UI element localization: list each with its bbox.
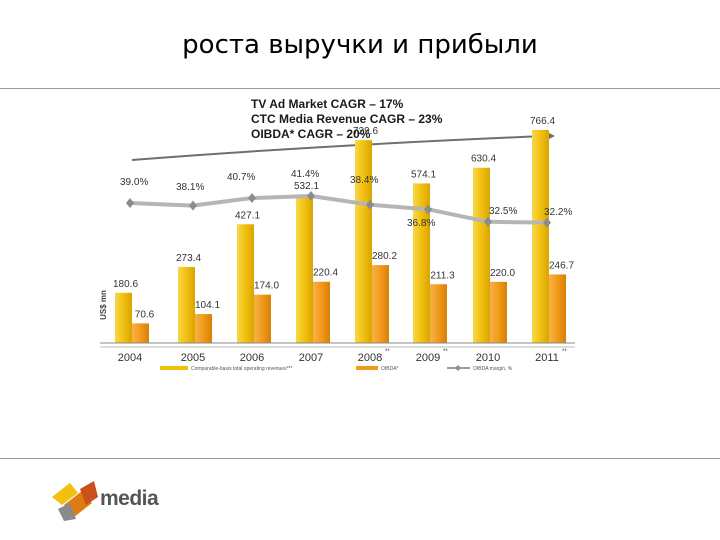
x-tick-label: 2008 bbox=[358, 352, 382, 364]
margin-point bbox=[366, 199, 374, 210]
margin-line bbox=[129, 194, 548, 225]
logo-mark-icon bbox=[52, 481, 98, 521]
revenue-bar bbox=[473, 167, 490, 343]
x-tick-label: 2011 bbox=[535, 352, 559, 364]
trend-arrow-line bbox=[131, 135, 546, 161]
margin-point bbox=[307, 191, 315, 201]
margin-value-label: 40.7% bbox=[227, 172, 255, 183]
oibda-bar bbox=[195, 314, 212, 343]
oibda-bar bbox=[372, 265, 389, 343]
company-logo bbox=[52, 481, 98, 521]
legend-swatch-oibda bbox=[356, 366, 378, 370]
oibda-value-label: 220.0 bbox=[490, 268, 515, 279]
revenue-value-label: 766.4 bbox=[530, 116, 555, 127]
revenue-value-label: 427.1 bbox=[235, 210, 260, 221]
revenue-value-label: 630.4 bbox=[471, 154, 496, 165]
legend-label-oibda: OIBDA* bbox=[381, 366, 399, 372]
margin-value-label: 32.2% bbox=[544, 207, 572, 218]
x-tick-footnote-mark: ** bbox=[385, 349, 390, 355]
x-tick-footnote-mark: ** bbox=[562, 349, 567, 355]
x-tick-label: 2010 bbox=[476, 352, 500, 364]
oibda-value-label: 104.1 bbox=[195, 300, 220, 311]
revenue-bar bbox=[115, 292, 132, 343]
revenue-bar bbox=[296, 195, 313, 343]
legend-marker-margin-icon bbox=[455, 365, 461, 371]
revenue-value-label: 180.6 bbox=[113, 279, 138, 290]
margin-value-label: 41.4% bbox=[291, 169, 319, 180]
oibda-bar bbox=[549, 274, 566, 343]
x-tick-footnote-mark: ** bbox=[443, 349, 448, 355]
logo-text: media bbox=[100, 487, 159, 510]
oibda-value-label: 211.3 bbox=[430, 270, 455, 281]
margin-point bbox=[424, 204, 432, 215]
margin-point bbox=[126, 197, 134, 208]
oibda-value-label: 246.7 bbox=[549, 260, 574, 271]
oibda-value-label: 70.6 bbox=[135, 309, 155, 320]
margin-value-label: 38.4% bbox=[350, 175, 378, 186]
oibda-bar bbox=[430, 284, 447, 343]
bottom-divider bbox=[0, 458, 720, 459]
revenue-value-label: 273.4 bbox=[176, 253, 201, 264]
oibda-bar bbox=[132, 323, 149, 343]
x-tick-label: 2007 bbox=[299, 352, 323, 364]
margin-value-label: 39.0% bbox=[120, 177, 148, 188]
revenue-value-label: 574.1 bbox=[411, 169, 436, 180]
margin-point bbox=[189, 200, 197, 211]
revenue-value-label: 532.1 bbox=[294, 181, 319, 192]
margin-value-label: 36.8% bbox=[407, 218, 435, 229]
y-axis-label: US$ mn bbox=[99, 290, 108, 320]
margin-point bbox=[543, 217, 551, 228]
legend-label-margin: OIBDA margin, % bbox=[473, 366, 513, 372]
x-tick-label: 2009 bbox=[416, 352, 440, 364]
oibda-value-label: 220.4 bbox=[313, 268, 338, 279]
margin-point bbox=[484, 216, 492, 227]
revenue-bar bbox=[413, 183, 430, 343]
revenue-bar bbox=[532, 129, 549, 343]
top-divider bbox=[0, 88, 720, 89]
revenue-bar bbox=[355, 140, 372, 343]
margin-point bbox=[248, 193, 256, 204]
revenue-bar bbox=[178, 266, 195, 343]
x-tick-label: 2005 bbox=[181, 352, 205, 364]
oibda-value-label: 280.2 bbox=[372, 251, 397, 262]
headline-line: TV Ad Market CAGR – 17% bbox=[251, 97, 404, 111]
headline-line: CTC Media Revenue CAGR – 23% bbox=[251, 112, 443, 126]
headline-line: OIBDA* CAGR – 20% bbox=[251, 127, 371, 141]
legend-swatch-revenue bbox=[160, 366, 188, 370]
oibda-bar bbox=[490, 281, 507, 343]
x-tick-label: 2006 bbox=[240, 352, 264, 364]
revenue-value-label: 729.6 bbox=[353, 126, 378, 137]
margin-value-label: 32.5% bbox=[489, 206, 517, 217]
oibda-bar bbox=[313, 281, 330, 343]
revenue-bar bbox=[237, 224, 254, 343]
legend-label-revenue: Comparable-basis total operating revenue… bbox=[191, 366, 293, 372]
slide-title: роста выручки и прибыли bbox=[182, 30, 538, 60]
x-tick-label: 2004 bbox=[118, 352, 142, 364]
oibda-bar bbox=[254, 294, 271, 343]
oibda-value-label: 174.0 bbox=[254, 281, 279, 292]
margin-value-label: 38.1% bbox=[176, 182, 204, 193]
